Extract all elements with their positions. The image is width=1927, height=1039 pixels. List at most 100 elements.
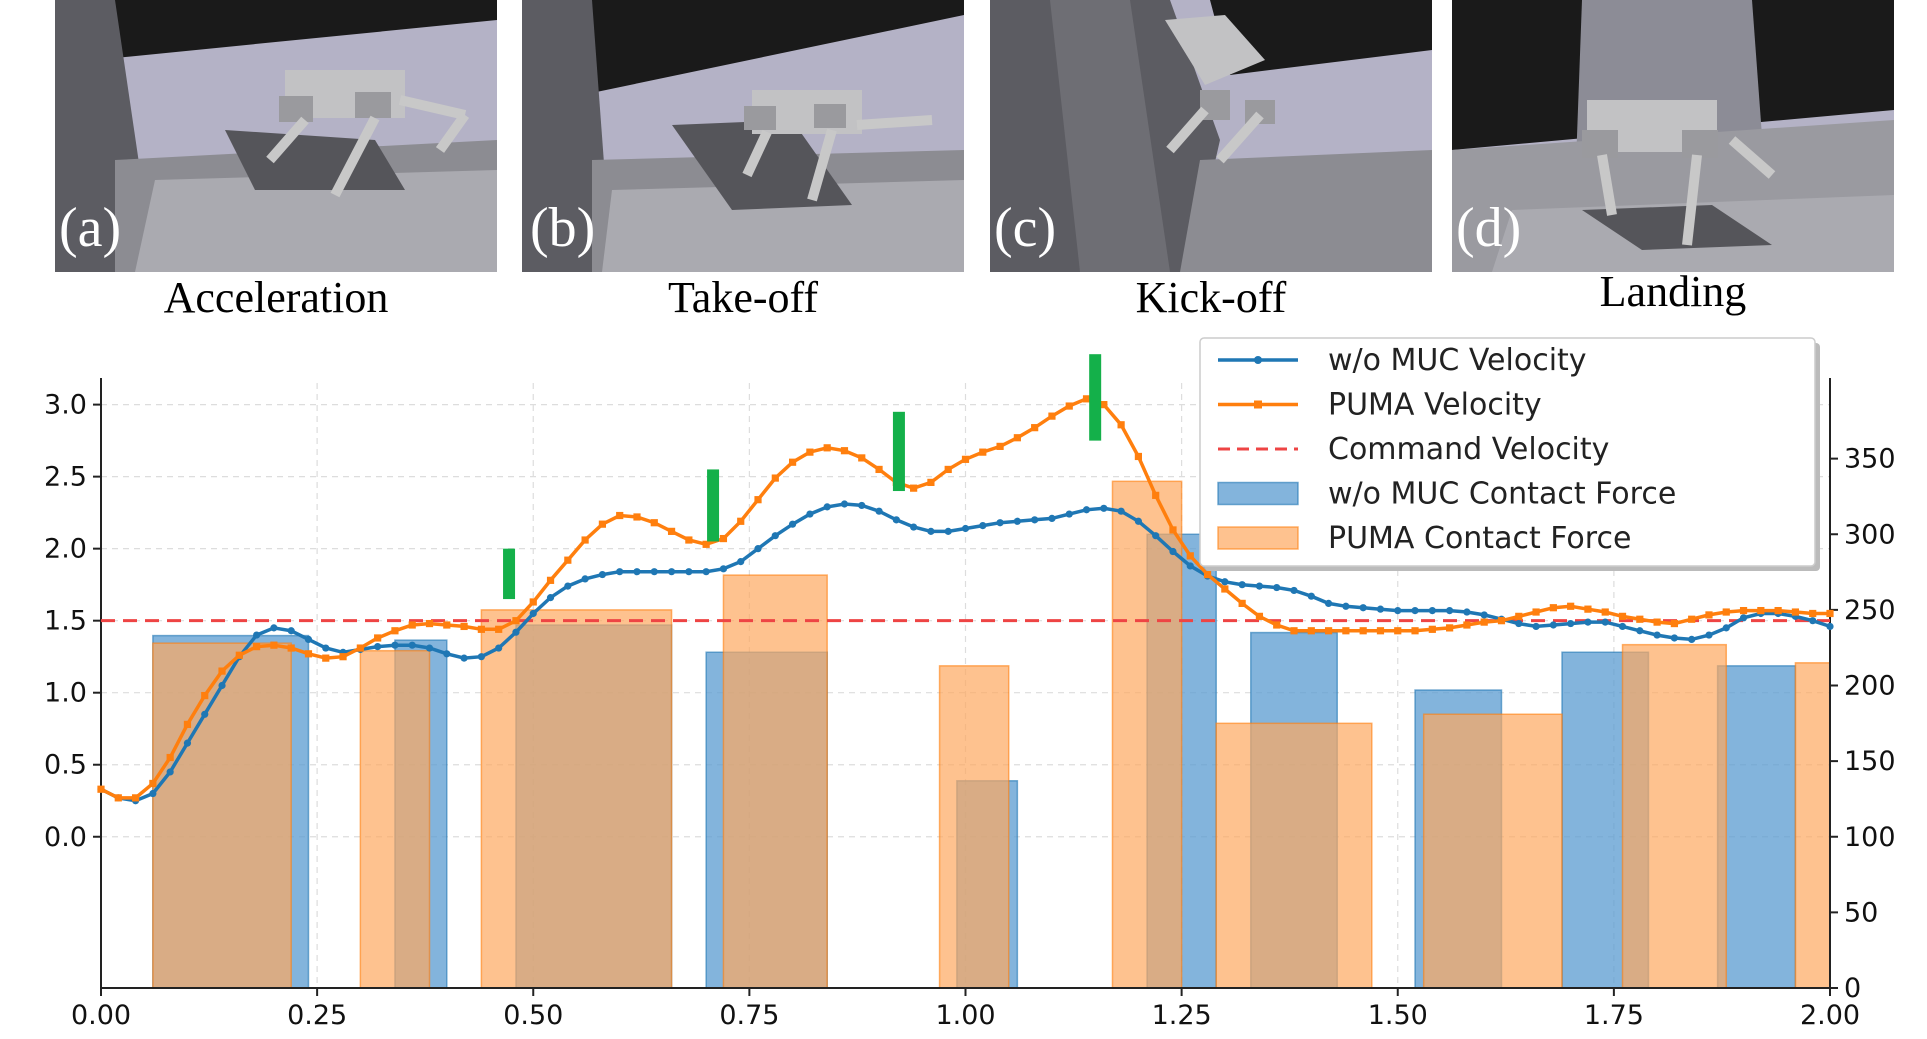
wo-muc-velocity-point — [253, 631, 261, 639]
puma-velocity-point — [1532, 608, 1540, 616]
puma-velocity-point — [1774, 606, 1782, 615]
legend-swatch-marker — [1254, 356, 1262, 364]
x-tick-label: 0.25 — [287, 1000, 347, 1031]
puma-velocity-point — [218, 667, 226, 675]
legend-label: PUMA Velocity — [1328, 388, 1542, 423]
wo-muc-velocity-point — [460, 654, 468, 662]
phase-markers — [503, 354, 1102, 600]
puma-velocity-point — [702, 540, 710, 548]
wo-muc-velocity-point — [495, 644, 503, 652]
wo-muc-velocity-point — [1688, 635, 1696, 644]
puma-force-bar — [1422, 713, 1563, 989]
puma-velocity-point — [979, 448, 987, 456]
x-tick-label: 0.00 — [71, 1000, 131, 1031]
x-tick-label: 1.00 — [935, 1000, 995, 1031]
wo-muc-velocity-point — [1324, 599, 1333, 607]
puma-velocity-point — [1653, 618, 1661, 626]
wo-muc-velocity-point — [1359, 604, 1367, 612]
wo-muc-velocity-point — [892, 516, 900, 524]
wo-muc-velocity-point — [322, 644, 330, 652]
puma-velocity-point — [1376, 627, 1385, 635]
robot-scene-kick-off — [990, 0, 1432, 272]
puma-velocity-point — [840, 447, 849, 455]
puma-velocity-point — [1359, 627, 1367, 635]
puma-velocity-point — [1636, 615, 1644, 623]
x-tick-label: 2.00 — [1800, 1000, 1860, 1031]
puma-velocity-point — [1238, 599, 1246, 607]
puma-velocity-point — [996, 442, 1004, 450]
wo-muc-velocity-point — [806, 510, 814, 518]
puma-velocity-point — [927, 478, 935, 486]
puma-velocity-point — [1082, 395, 1091, 403]
puma-velocity-point — [858, 454, 866, 462]
wo-muc-velocity-point — [1670, 634, 1678, 642]
wo-muc-velocity-point — [858, 501, 866, 510]
puma-velocity-point — [1463, 621, 1471, 629]
wo-muc-velocity-point — [1446, 606, 1454, 615]
panel-tag: (d) — [1456, 197, 1522, 259]
puma-velocity-point — [1152, 491, 1160, 499]
puma-force-bar — [480, 609, 673, 989]
wo-muc-velocity-point — [1809, 617, 1817, 625]
wo-muc-velocity-point — [564, 582, 572, 590]
wo-muc-velocity-point — [875, 507, 883, 515]
wo-muc-velocity-point — [1100, 504, 1108, 512]
wo-muc-velocity-point — [1255, 582, 1264, 590]
caption-acceleration: Acceleration — [163, 273, 389, 322]
wo-muc-velocity-point — [512, 628, 520, 636]
wo-muc-velocity-point — [201, 710, 209, 718]
puma-velocity-point — [1031, 424, 1039, 432]
wo-muc-velocity-point — [1221, 578, 1229, 586]
robot-scene-take-off — [522, 0, 964, 272]
puma-velocity-point — [771, 474, 779, 482]
puma-velocity-point — [650, 519, 658, 527]
wo-muc-velocity-point — [737, 558, 745, 566]
right-tick-label: 350 — [1844, 444, 1896, 475]
panel-tag: (c) — [994, 197, 1057, 259]
wo-muc-velocity-point — [1515, 619, 1523, 628]
puma-velocity-point — [374, 634, 382, 642]
left-tick-label: 2.5 — [44, 462, 87, 493]
puma-velocity-point — [253, 643, 261, 651]
puma-force-bar — [359, 649, 431, 989]
puma-velocity-point — [477, 625, 485, 633]
wo-muc-velocity-point — [218, 681, 226, 690]
puma-force-bar — [152, 642, 292, 989]
puma-velocity-point — [1273, 621, 1281, 629]
puma-velocity-point — [304, 650, 313, 658]
wo-muc-velocity-point — [1567, 619, 1575, 628]
puma-velocity-point — [1342, 627, 1350, 635]
puma-velocity-point — [1722, 608, 1730, 616]
panel-tag: (b) — [530, 197, 596, 259]
puma-force-bar — [1794, 662, 1831, 989]
puma-force-bar — [938, 665, 1010, 989]
wo-muc-velocity-point — [1065, 510, 1073, 518]
wo-muc-velocity-point — [1169, 547, 1177, 556]
puma-velocity-point — [616, 511, 624, 520]
wo-muc-velocity-point — [667, 568, 676, 576]
wo-muc-velocity-point — [598, 570, 607, 579]
panel-acceleration: (a) — [55, 0, 497, 272]
puma-velocity-point — [1221, 585, 1229, 593]
puma-velocity-point — [1446, 624, 1454, 632]
caption-take-off: Take-off — [667, 273, 819, 322]
right-tick-label: 100 — [1844, 822, 1896, 853]
wo-muc-velocity-point — [166, 768, 174, 776]
puma-velocity-point — [512, 617, 520, 625]
wo-muc-velocity-point — [1463, 608, 1471, 616]
puma-velocity-point — [391, 627, 399, 635]
puma-velocity-point — [97, 785, 105, 793]
wo-muc-velocity-point — [1082, 506, 1091, 514]
panel-kick-off: (c) — [990, 0, 1432, 272]
wo-muc-velocity-point — [979, 522, 987, 530]
wo-muc-velocity-point — [1653, 631, 1661, 639]
phase-marker — [1089, 354, 1102, 441]
wo-muc-velocity-point — [529, 609, 537, 618]
legend-swatch-bar — [1217, 526, 1299, 550]
wo-muc-velocity-point — [1273, 583, 1281, 592]
x-tick-label: 0.50 — [503, 1000, 563, 1031]
puma-velocity-point — [719, 534, 728, 543]
puma-velocity-point — [183, 720, 192, 728]
wo-muc-velocity-point — [1013, 517, 1021, 525]
puma-velocity-point — [633, 513, 641, 521]
